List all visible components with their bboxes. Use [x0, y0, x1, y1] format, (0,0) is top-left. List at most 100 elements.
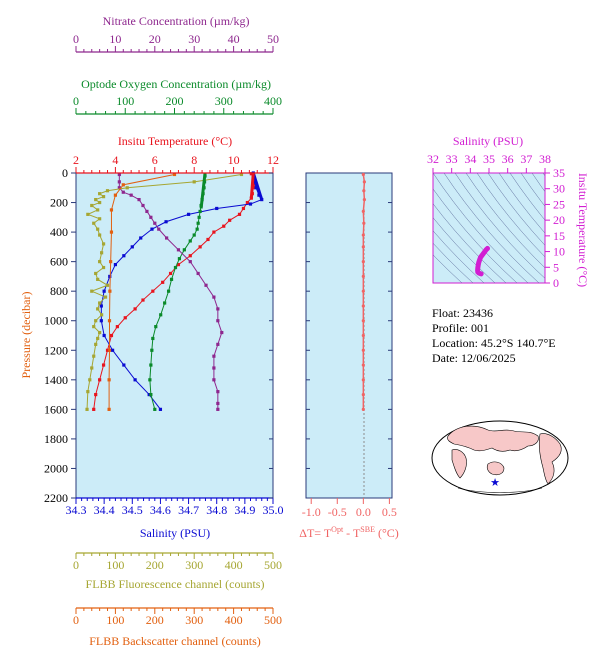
salinity-tick-label: 34.8 [206, 503, 227, 517]
temperature-data-point [241, 206, 246, 211]
nitrate-data-point [212, 354, 216, 358]
temperature-axis: 2 4 6 8 10 12 [73, 153, 279, 174]
temperature-data-point [188, 254, 192, 258]
nitrate-data-point [157, 227, 161, 231]
delta-t-data-point [361, 333, 365, 338]
salinity-tick-label: 34.9 [234, 503, 255, 517]
salinity-data-point [99, 319, 103, 323]
fluorescence-data-point [90, 366, 94, 370]
main-profile-panel [75, 172, 274, 499]
ts-temperature-tick-label: 25 [553, 197, 565, 211]
pressure-tick-label: 2200 [44, 491, 68, 505]
fluorescence-tick-label: 100 [106, 558, 124, 572]
float-location: Location: 45.2°S 140.7°E [432, 336, 556, 350]
nitrate-data-point [117, 172, 121, 177]
delta-t-data-point [361, 233, 365, 237]
temperature-data-point [115, 325, 119, 329]
backscatter-data-point [107, 319, 112, 323]
ts-data-point [479, 272, 483, 276]
fluorescence-tick-label: 0 [73, 558, 79, 572]
fluorescence-data-point [101, 242, 106, 246]
ts-isopycnal [520, 173, 545, 207]
nitrate-data-point [216, 342, 220, 346]
ts-isopycnal [433, 173, 529, 283]
temperature-data-point [161, 280, 165, 284]
temperature-data-point [101, 363, 106, 367]
salinity-data-point [164, 220, 168, 224]
pressure-tick-label: 200 [50, 196, 68, 210]
nitrate-tick-label: 50 [267, 32, 279, 46]
temperature-data-point [151, 289, 155, 293]
delta-t-data-point [361, 274, 365, 279]
fluorescence-data-point [103, 295, 108, 299]
map-land-africa [451, 449, 467, 479]
ts-data-point [476, 264, 480, 267]
temperature-data-point [133, 307, 137, 311]
ts-isopycnal [433, 254, 463, 283]
fluorescence-data-point [100, 313, 104, 317]
float-location-marker: ★ [490, 477, 500, 489]
oxygen-data-point [173, 265, 178, 270]
salinity-data-point [186, 212, 191, 216]
nitrate-axis-label: Nitrate Concentration (µm/kg) [103, 14, 250, 28]
fluorescence-data-point [192, 180, 196, 184]
fluorescence-data-point [86, 390, 90, 394]
nitrate-data-point [129, 193, 133, 197]
delta-t-data-point [362, 197, 366, 202]
delta-t-data-point [361, 289, 365, 293]
fluorescence-axis: 0 100 200 300 400 500 [73, 552, 282, 572]
nitrate-data-point [216, 307, 220, 311]
fluorescence-data-point [96, 227, 100, 231]
nitrate-data-point [216, 390, 220, 394]
fluorescence-data-point [96, 307, 100, 311]
delta-t-data-point [361, 363, 365, 367]
temperature-mixed-layer [249, 172, 255, 199]
ts-isopycnal [433, 230, 485, 283]
oxygen-data-point [163, 301, 167, 305]
oxygen-data-point [154, 325, 158, 329]
pressure-tick-label: 600 [50, 255, 68, 269]
nitrate-data-point [216, 319, 220, 323]
pressure-tick-label: 800 [50, 284, 68, 298]
nitrate-data-point [212, 295, 216, 299]
delta-t-plot [361, 172, 366, 411]
pressure-tick-label: 0 [62, 166, 68, 180]
salinity-tick-label: 34.6 [150, 503, 171, 517]
ts-temperature-tick-label: 20 [553, 213, 565, 227]
backscatter-tick-label: 500 [264, 613, 282, 627]
pressure-axis: 0 200 400 600 800 1000 1200 1400 1600 1800 2000 220… [44, 166, 392, 505]
delta-t-data-point [361, 172, 365, 177]
oxygen-data-point [148, 378, 152, 382]
backscatter-tick-label: 400 [225, 613, 243, 627]
delta-t-data-point [361, 348, 365, 352]
fluorescence-data-point [101, 195, 106, 199]
delta-t-tick-label: -1.0 [302, 505, 321, 519]
oxygen-tick-label: 400 [264, 94, 282, 108]
fluorescence-tick-label: 200 [146, 558, 164, 572]
ts-temperature-tick-label: 5 [553, 260, 559, 274]
oxygen-data-point [153, 407, 157, 411]
nitrate-data-point [153, 221, 157, 225]
ts-data-point [479, 256, 482, 259]
fluorescence-data-point [86, 212, 90, 216]
backscatter-data-point [109, 230, 114, 234]
fluorescence-data-point [98, 330, 102, 335]
ts-salinity-tick-label: 38 [539, 152, 551, 166]
delta-t-tick-label: 0.5 [382, 505, 397, 519]
oxygen-data-point [197, 215, 201, 219]
backscatter-data-point [121, 183, 125, 187]
pressure-tick-label: 1200 [44, 343, 68, 357]
nitrate-data-point [117, 186, 121, 190]
ts-diagram-panel [432, 172, 546, 284]
nitrate-data-point [188, 260, 192, 264]
oxygen-tick-label: 300 [215, 94, 233, 108]
temperature-tick-label: 2 [73, 153, 79, 167]
profile-number: Profile: 001 [432, 321, 489, 335]
fluorescence-data-point [90, 203, 94, 208]
ts-data-point [481, 253, 484, 256]
ts-isopycnal [433, 217, 496, 283]
backscatter-tick-label: 100 [106, 613, 124, 627]
float-id: Float: 23436 [432, 306, 493, 320]
salinity-data-point [130, 245, 134, 249]
temperature-data-point [109, 333, 114, 338]
